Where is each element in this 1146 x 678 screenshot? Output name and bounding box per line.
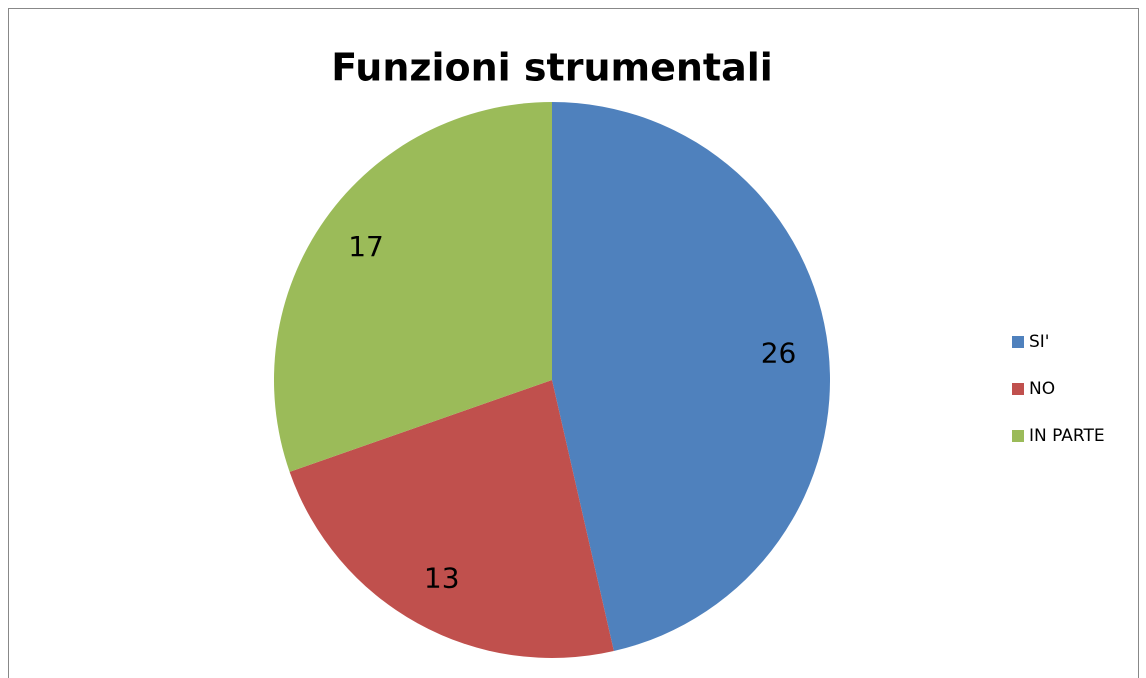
data-label: 13 <box>424 562 460 595</box>
legend-swatch <box>1012 383 1024 395</box>
data-label: 17 <box>348 230 384 263</box>
legend-label: IN PARTE <box>1029 426 1105 446</box>
pie-slice <box>289 380 614 658</box>
legend-label: SI' <box>1029 332 1049 352</box>
data-label: 26 <box>761 336 797 369</box>
legend-swatch <box>1012 336 1024 348</box>
chart-title: Funzioni strumentali <box>331 46 773 90</box>
pie-slice <box>552 102 831 652</box>
legend-label: NO <box>1029 379 1055 399</box>
pie-slice <box>274 102 552 472</box>
legend-swatch <box>1012 430 1024 442</box>
